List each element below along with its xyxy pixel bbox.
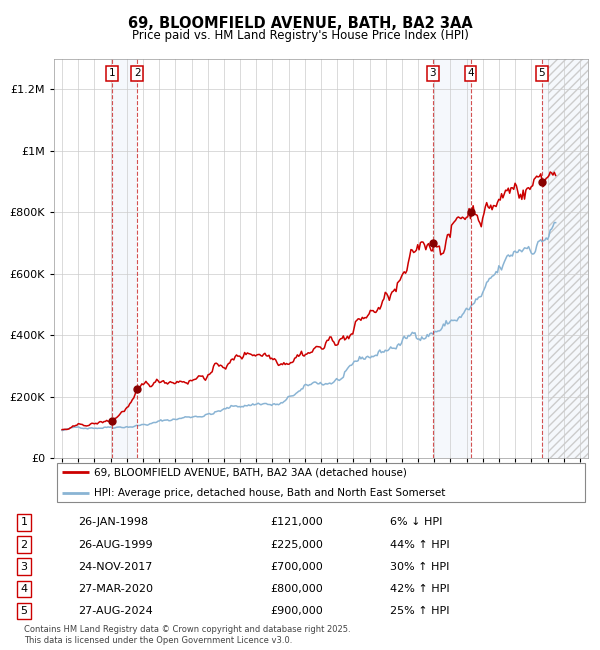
Text: 4: 4 <box>467 68 474 79</box>
Text: 2: 2 <box>20 540 28 549</box>
Text: £225,000: £225,000 <box>270 540 323 549</box>
Text: 1: 1 <box>109 68 115 79</box>
Text: £800,000: £800,000 <box>270 584 323 593</box>
Text: 4: 4 <box>20 584 28 593</box>
Text: £900,000: £900,000 <box>270 606 323 616</box>
Text: Price paid vs. HM Land Registry's House Price Index (HPI): Price paid vs. HM Land Registry's House … <box>131 29 469 42</box>
Text: 3: 3 <box>430 68 436 79</box>
Text: 30% ↑ HPI: 30% ↑ HPI <box>390 562 449 571</box>
Text: £700,000: £700,000 <box>270 562 323 571</box>
Text: 26-AUG-1999: 26-AUG-1999 <box>78 540 152 549</box>
Text: 27-MAR-2020: 27-MAR-2020 <box>78 584 153 593</box>
Text: HPI: Average price, detached house, Bath and North East Somerset: HPI: Average price, detached house, Bath… <box>94 488 445 498</box>
Text: 25% ↑ HPI: 25% ↑ HPI <box>390 606 449 616</box>
Text: 26-JAN-1998: 26-JAN-1998 <box>78 517 148 527</box>
Text: 2: 2 <box>134 68 140 79</box>
Text: 5: 5 <box>539 68 545 79</box>
Text: 27-AUG-2024: 27-AUG-2024 <box>78 606 153 616</box>
Text: 5: 5 <box>20 606 28 616</box>
FancyBboxPatch shape <box>56 463 586 502</box>
Text: £121,000: £121,000 <box>270 517 323 527</box>
Bar <box>112 58 137 458</box>
Text: 42% ↑ HPI: 42% ↑ HPI <box>390 584 449 593</box>
Text: Contains HM Land Registry data © Crown copyright and database right 2025.
This d: Contains HM Land Registry data © Crown c… <box>24 625 350 645</box>
Bar <box>433 58 470 458</box>
Text: 69, BLOOMFIELD AVENUE, BATH, BA2 3AA: 69, BLOOMFIELD AVENUE, BATH, BA2 3AA <box>128 16 472 31</box>
Bar <box>542 58 588 458</box>
Bar <box>548 58 588 458</box>
Text: 6% ↓ HPI: 6% ↓ HPI <box>390 517 442 527</box>
Text: 1: 1 <box>20 517 28 527</box>
Text: 3: 3 <box>20 562 28 571</box>
Text: 24-NOV-2017: 24-NOV-2017 <box>78 562 152 571</box>
Text: 69, BLOOMFIELD AVENUE, BATH, BA2 3AA (detached house): 69, BLOOMFIELD AVENUE, BATH, BA2 3AA (de… <box>94 467 407 477</box>
Text: 44% ↑ HPI: 44% ↑ HPI <box>390 540 449 549</box>
